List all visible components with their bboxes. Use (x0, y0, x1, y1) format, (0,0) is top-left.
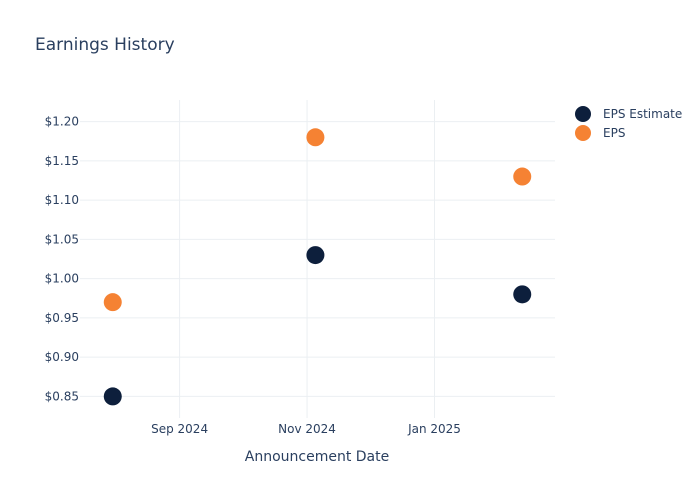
x-tick-label: Jan 2025 (407, 422, 461, 436)
tick-layer: $0.85 $0.90 $0.95 $1.00 $1.05 $1.10 $1.15 $1.20… (45, 115, 461, 436)
legend-item-eps[interactable]: EPS (575, 125, 625, 141)
legend-label-eps-estimate: EPS Estimate (603, 107, 682, 121)
y-tick-label: $1.10 (45, 193, 79, 207)
x-tick-label: Nov 2024 (278, 422, 336, 436)
y-tick-label: $0.85 (45, 389, 79, 403)
eps-estimate-point[interactable] (513, 285, 532, 304)
y-tick-label: $0.95 (45, 311, 79, 325)
legend: EPS Estimate EPS (575, 106, 682, 141)
y-tick-label: $1.00 (45, 272, 79, 286)
eps-estimate-point[interactable] (103, 387, 122, 406)
eps-estimate-point[interactable] (306, 246, 325, 265)
legend-item-eps-estimate[interactable]: EPS Estimate (575, 106, 682, 122)
chart-title: Earnings History (35, 35, 175, 55)
x-axis-title: Announcement Date (245, 449, 389, 465)
legend-marker-eps (575, 125, 591, 141)
y-tick-label: $1.05 (45, 232, 79, 246)
eps-point[interactable] (103, 293, 122, 312)
y-tick-label: $1.15 (45, 154, 79, 168)
points-layer (103, 128, 532, 406)
y-tick-label: $1.20 (45, 115, 79, 129)
grid-layer (80, 100, 555, 418)
eps-point[interactable] (513, 167, 532, 186)
legend-label-eps: EPS (603, 126, 625, 140)
legend-marker-eps-estimate (575, 106, 591, 122)
x-tick-label: Sep 2024 (151, 422, 208, 436)
y-tick-label: $0.90 (45, 350, 79, 364)
eps-point[interactable] (306, 128, 325, 147)
